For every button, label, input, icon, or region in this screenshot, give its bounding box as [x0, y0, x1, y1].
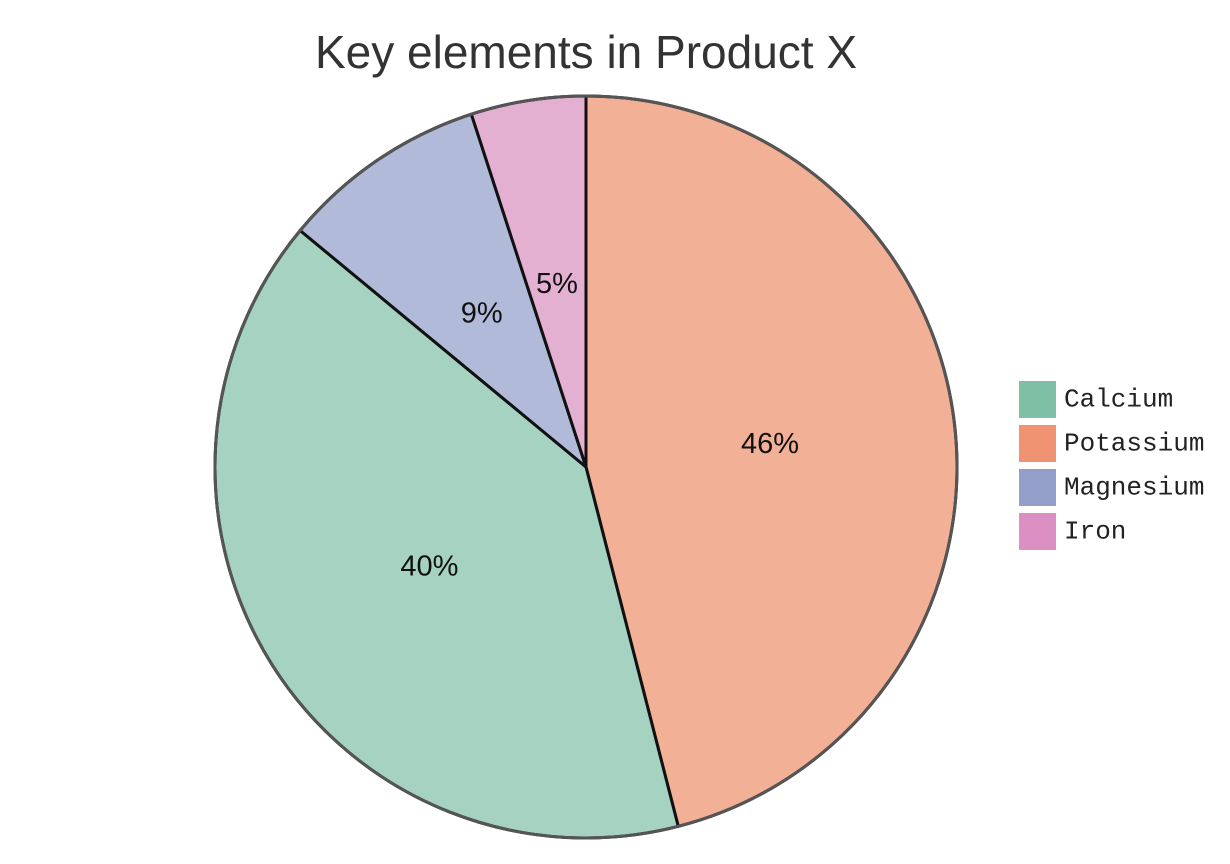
legend-swatch-iron — [1019, 513, 1056, 550]
legend-label-magnesium: Magnesium — [1064, 473, 1204, 503]
legend: Calcium Potassium Magnesium Iron — [1019, 381, 1204, 550]
slice-labels: 46% 40% 9% 5% — [400, 268, 799, 583]
pie-slices — [213, 94, 959, 840]
legend-item-magnesium: Magnesium — [1019, 469, 1204, 506]
legend-swatch-magnesium — [1019, 469, 1056, 506]
pie-outline — [213, 94, 959, 840]
legend-swatch-calcium — [1019, 381, 1056, 418]
slice-label-magnesium: 9% — [461, 298, 503, 330]
chart-title: Key elements in Product X — [315, 26, 857, 78]
legend-item-calcium: Calcium — [1019, 381, 1173, 418]
legend-label-iron: Iron — [1064, 517, 1126, 547]
legend-item-potassium: Potassium — [1019, 425, 1204, 462]
legend-swatch-potassium — [1019, 425, 1056, 462]
slice-label-iron: 5% — [536, 268, 578, 300]
slice-label-potassium: 46% — [741, 428, 799, 460]
legend-item-iron: Iron — [1019, 513, 1126, 550]
slice-label-calcium: 40% — [400, 550, 458, 582]
legend-label-potassium: Potassium — [1064, 429, 1204, 459]
legend-label-calcium: Calcium — [1064, 385, 1173, 415]
